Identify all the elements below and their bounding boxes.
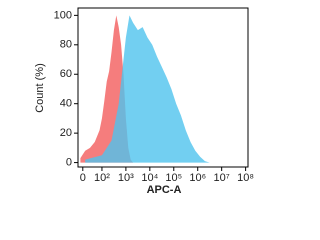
y-tick-label: 100: [54, 9, 72, 21]
y-tick-label: 60: [60, 68, 72, 80]
x-tick-label: 10⁴: [141, 172, 158, 184]
x-tick-label: 10⁶: [189, 172, 206, 184]
x-tick-label: 10³: [118, 172, 134, 184]
x-tick-label: 10⁸: [237, 172, 254, 184]
x-tick-label: 0: [80, 172, 86, 184]
plot-frame: [77, 7, 249, 168]
y-axis-label: Count (%): [34, 63, 46, 113]
chart: Count (%) APC-A 0 20 40 60 80 100 0 10² 10³ 10⁴ 10…: [34, 7, 254, 196]
histogram-area: [85, 15, 210, 163]
x-tick-label: 10²: [94, 172, 110, 184]
y-tick-label: 80: [60, 39, 72, 51]
y-tick-label: 0: [66, 156, 72, 168]
x-axis-label: APC-A: [147, 184, 182, 196]
y-tick-label: 20: [60, 127, 72, 139]
x-tick-label: 10⁷: [214, 172, 230, 184]
x-tick-label: 10⁵: [165, 172, 182, 184]
y-tick-label: 40: [60, 98, 72, 110]
